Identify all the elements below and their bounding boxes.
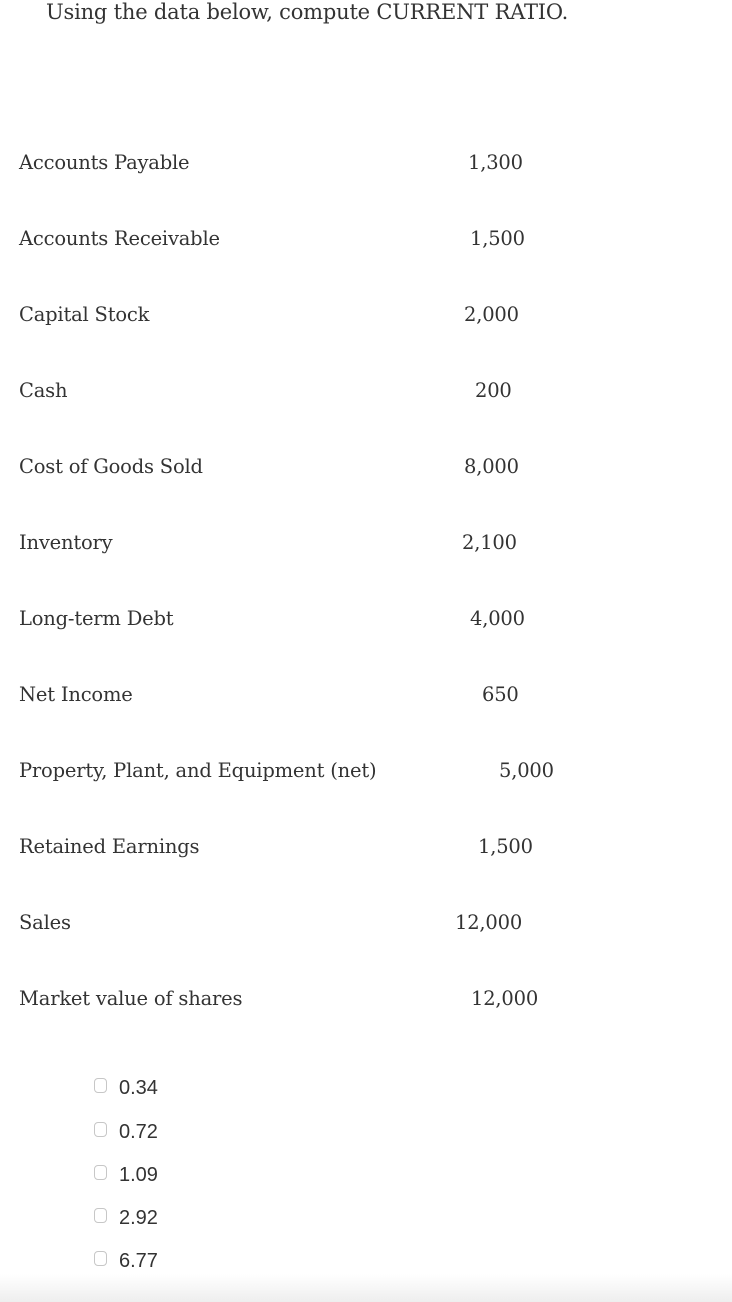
answer-option[interactable]: 2.92 (94, 1206, 158, 1230)
row-value-cash: 200 (475, 379, 512, 402)
question-text: Using the data below, compute CURRENT RA… (46, 0, 569, 24)
row-label-retained-earnings: Retained Earnings (19, 835, 200, 858)
answer-option[interactable]: 0.34 (94, 1076, 158, 1100)
row-value-net-income: 650 (482, 683, 519, 706)
row-value-retained-earnings: 1,500 (478, 835, 533, 858)
answer-option-text: 1.09 (119, 1163, 158, 1186)
row-value-sales: 12,000 (455, 911, 523, 934)
row-value-market-value-of-shares: 12,000 (471, 987, 539, 1010)
row-value-property-plant-equipment: 5,000 (499, 759, 554, 782)
row-label-inventory: Inventory (19, 531, 113, 554)
row-label-net-income: Net Income (19, 683, 133, 706)
checkbox[interactable] (94, 1250, 107, 1266)
answer-option[interactable]: 1.09 (94, 1163, 158, 1187)
row-label-accounts-receivable: Accounts Receivable (19, 227, 220, 250)
row-label-long-term-debt: Long-term Debt (19, 607, 174, 630)
bottom-fade (0, 1274, 732, 1302)
row-value-inventory: 2,100 (462, 531, 517, 554)
row-label-sales: Sales (19, 911, 71, 934)
checkbox[interactable] (94, 1077, 107, 1093)
row-value-cost-of-goods-sold: 8,000 (464, 455, 519, 478)
row-label-accounts-payable: Accounts Payable (19, 151, 190, 174)
row-value-capital-stock: 2,000 (464, 303, 519, 326)
row-label-market-value-of-shares: Market value of shares (19, 987, 243, 1010)
row-value-accounts-payable: 1,300 (468, 151, 523, 174)
answer-option-text: 0.34 (119, 1076, 158, 1099)
answer-option-text: 0.72 (119, 1120, 158, 1143)
row-label-property-plant-equipment: Property, Plant, and Equipment (net) (19, 759, 377, 782)
answer-option[interactable]: 6.77 (94, 1249, 158, 1273)
checkbox[interactable] (94, 1121, 107, 1137)
row-label-cost-of-goods-sold: Cost of Goods Sold (19, 455, 203, 478)
checkbox[interactable] (94, 1207, 107, 1223)
checkbox[interactable] (94, 1164, 107, 1180)
row-label-cash: Cash (19, 379, 68, 402)
row-label-capital-stock: Capital Stock (19, 303, 150, 326)
answer-option[interactable]: 0.72 (94, 1120, 158, 1144)
answer-option-text: 2.92 (119, 1206, 158, 1229)
row-value-long-term-debt: 4,000 (470, 607, 525, 630)
row-value-accounts-receivable: 1,500 (470, 227, 525, 250)
answer-option-text: 6.77 (119, 1249, 158, 1272)
